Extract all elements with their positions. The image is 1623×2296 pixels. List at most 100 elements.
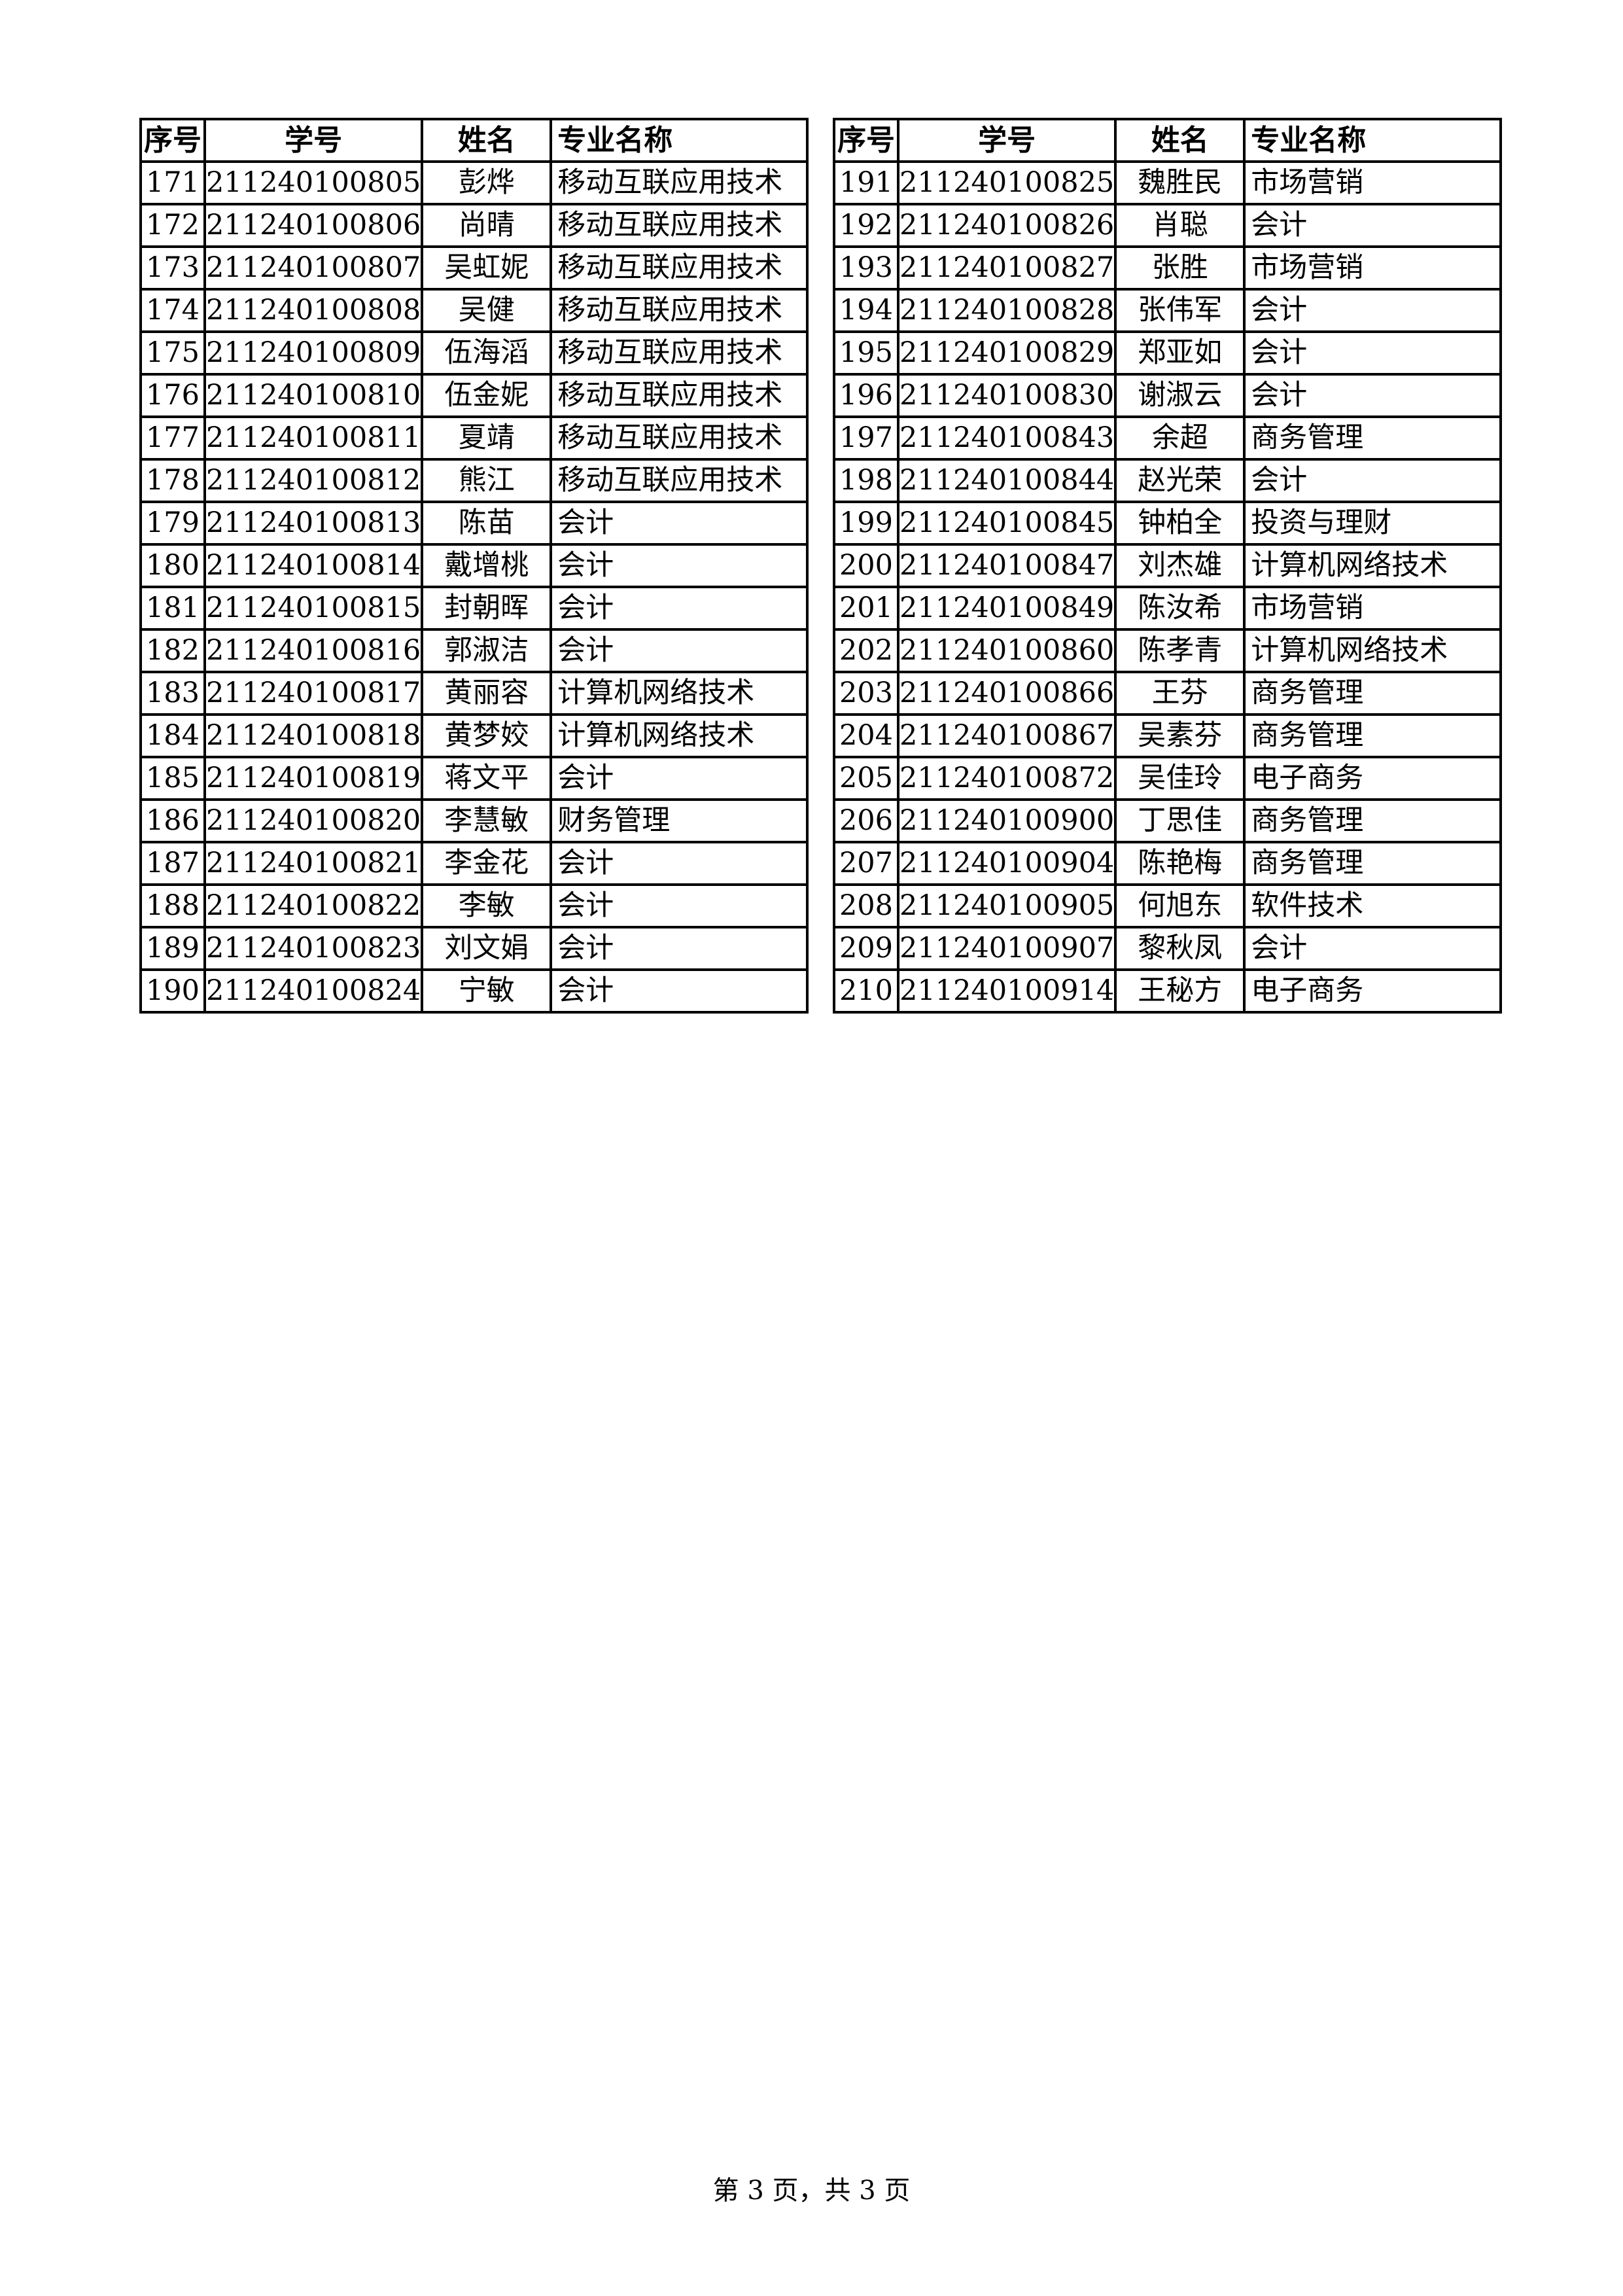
- table-row: 190 211240100824 宁敏 会计: [139, 968, 809, 1014]
- cell-major: 商务管理: [1243, 415, 1503, 461]
- cell-student-id: 211240100813: [203, 501, 424, 546]
- table-row: 183 211240100817 黄丽容 计算机网络技术: [139, 671, 809, 716]
- table-row: 172 211240100806 尚晴 移动互联应用技术: [139, 203, 809, 248]
- header-no: 序号: [833, 118, 899, 163]
- table-row: 201 211240100849 陈汝希 市场营销: [833, 586, 1503, 631]
- table-row: 185 211240100819 蒋文平 会计: [139, 756, 809, 801]
- cell-no: 191: [833, 160, 899, 205]
- cell-no: 205: [833, 756, 899, 801]
- cell-name: 伍金妮: [421, 373, 553, 418]
- cell-name: 李慧敏: [421, 798, 553, 843]
- cell-major: 市场营销: [1243, 160, 1503, 205]
- cell-name: 赵光荣: [1114, 458, 1246, 503]
- cell-student-id: 211240100815: [203, 586, 424, 631]
- cell-student-id: 211240100849: [896, 586, 1117, 631]
- cell-name: 郭淑洁: [421, 628, 553, 673]
- cell-no: 185: [139, 756, 206, 801]
- cell-major: 商务管理: [1243, 713, 1503, 758]
- table-row: 205 211240100872 吴佳玲 电子商务: [833, 756, 1503, 801]
- cell-major: 计算机网络技术: [550, 713, 809, 758]
- cell-name: 宁敏: [421, 968, 553, 1014]
- cell-name: 熊江: [421, 458, 553, 503]
- cell-student-id: 211240100811: [203, 415, 424, 461]
- cell-name: 张伟军: [1114, 288, 1246, 333]
- table-row: 207 211240100904 陈艳梅 商务管理: [833, 841, 1503, 886]
- cell-no: 204: [833, 713, 899, 758]
- cell-no: 179: [139, 501, 206, 546]
- cell-no: 206: [833, 798, 899, 843]
- cell-name: 王芬: [1114, 671, 1246, 716]
- cell-student-id: 211240100823: [203, 926, 424, 971]
- cell-no: 199: [833, 501, 899, 546]
- table-header-row: 序号 学号 姓名 专业名称: [833, 118, 1503, 163]
- cell-name: 戴增桃: [421, 543, 553, 588]
- cell-major: 计算机网络技术: [1243, 543, 1503, 588]
- table-row: 202 211240100860 陈孝青 计算机网络技术: [833, 628, 1503, 673]
- cell-student-id: 211240100817: [203, 671, 424, 716]
- cell-major: 会计: [550, 586, 809, 631]
- table-row: 176 211240100810 伍金妮 移动互联应用技术: [139, 373, 809, 418]
- cell-name: 何旭东: [1114, 883, 1246, 928]
- cell-major: 商务管理: [1243, 798, 1503, 843]
- cell-no: 200: [833, 543, 899, 588]
- table-row: 179 211240100813 陈苗 会计: [139, 501, 809, 546]
- cell-student-id: 211240100900: [896, 798, 1117, 843]
- table-row: 194 211240100828 张伟军 会计: [833, 288, 1503, 333]
- table-row: 198 211240100844 赵光荣 会计: [833, 458, 1503, 503]
- cell-major: 市场营销: [1243, 586, 1503, 631]
- table-row: 178 211240100812 熊江 移动互联应用技术: [139, 458, 809, 503]
- table-row: 186 211240100820 李慧敏 财务管理: [139, 798, 809, 843]
- cell-major: 移动互联应用技术: [550, 288, 809, 333]
- cell-name: 张胜: [1114, 245, 1246, 291]
- cell-student-id: 211240100872: [896, 756, 1117, 801]
- cell-major: 会计: [550, 756, 809, 801]
- cell-name: 蒋文平: [421, 756, 553, 801]
- cell-name: 吴健: [421, 288, 553, 333]
- cell-name: 黄梦姣: [421, 713, 553, 758]
- cell-student-id: 211240100843: [896, 415, 1117, 461]
- cell-no: 174: [139, 288, 206, 333]
- table-row: 187 211240100821 李金花 会计: [139, 841, 809, 886]
- table-row: 180 211240100814 戴增桃 会计: [139, 543, 809, 588]
- cell-no: 189: [139, 926, 206, 971]
- header-major: 专业名称: [550, 118, 809, 163]
- cell-student-id: 211240100807: [203, 245, 424, 291]
- cell-student-id: 211240100860: [896, 628, 1117, 673]
- cell-student-id: 211240100820: [203, 798, 424, 843]
- cell-no: 177: [139, 415, 206, 461]
- cell-no: 186: [139, 798, 206, 843]
- cell-no: 202: [833, 628, 899, 673]
- cell-no: 173: [139, 245, 206, 291]
- cell-student-id: 211240100824: [203, 968, 424, 1014]
- cell-name: 李敏: [421, 883, 553, 928]
- cell-student-id: 211240100867: [896, 713, 1117, 758]
- cell-no: 208: [833, 883, 899, 928]
- cell-student-id: 211240100907: [896, 926, 1117, 971]
- cell-student-id: 211240100847: [896, 543, 1117, 588]
- cell-name: 尚晴: [421, 203, 553, 248]
- table-row: 192 211240100826 肖聪 会计: [833, 203, 1503, 248]
- cell-no: 194: [833, 288, 899, 333]
- cell-no: 184: [139, 713, 206, 758]
- cell-student-id: 211240100822: [203, 883, 424, 928]
- cell-name: 钟柏全: [1114, 501, 1246, 546]
- cell-name: 封朝晖: [421, 586, 553, 631]
- cell-no: 176: [139, 373, 206, 418]
- cell-no: 178: [139, 458, 206, 503]
- cell-no: 172: [139, 203, 206, 248]
- cell-student-id: 211240100904: [896, 841, 1117, 886]
- cell-student-id: 211240100818: [203, 713, 424, 758]
- table-row: 189 211240100823 刘文娟 会计: [139, 926, 809, 971]
- cell-major: 电子商务: [1243, 756, 1503, 801]
- cell-major: 会计: [1243, 926, 1503, 971]
- table-row: 188 211240100822 李敏 会计: [139, 883, 809, 928]
- table-row: 197 211240100843 余超 商务管理: [833, 415, 1503, 461]
- student-table-left: 序号 学号 姓名 专业名称 171 211240100805 彭烨 移动互联应用技术 1…: [139, 118, 809, 1014]
- cell-no: 180: [139, 543, 206, 588]
- cell-name: 魏胜民: [1114, 160, 1246, 205]
- cell-name: 郑亚如: [1114, 330, 1246, 376]
- cell-no: 181: [139, 586, 206, 631]
- cell-major: 移动互联应用技术: [550, 330, 809, 376]
- cell-no: 210: [833, 968, 899, 1014]
- cell-no: 193: [833, 245, 899, 291]
